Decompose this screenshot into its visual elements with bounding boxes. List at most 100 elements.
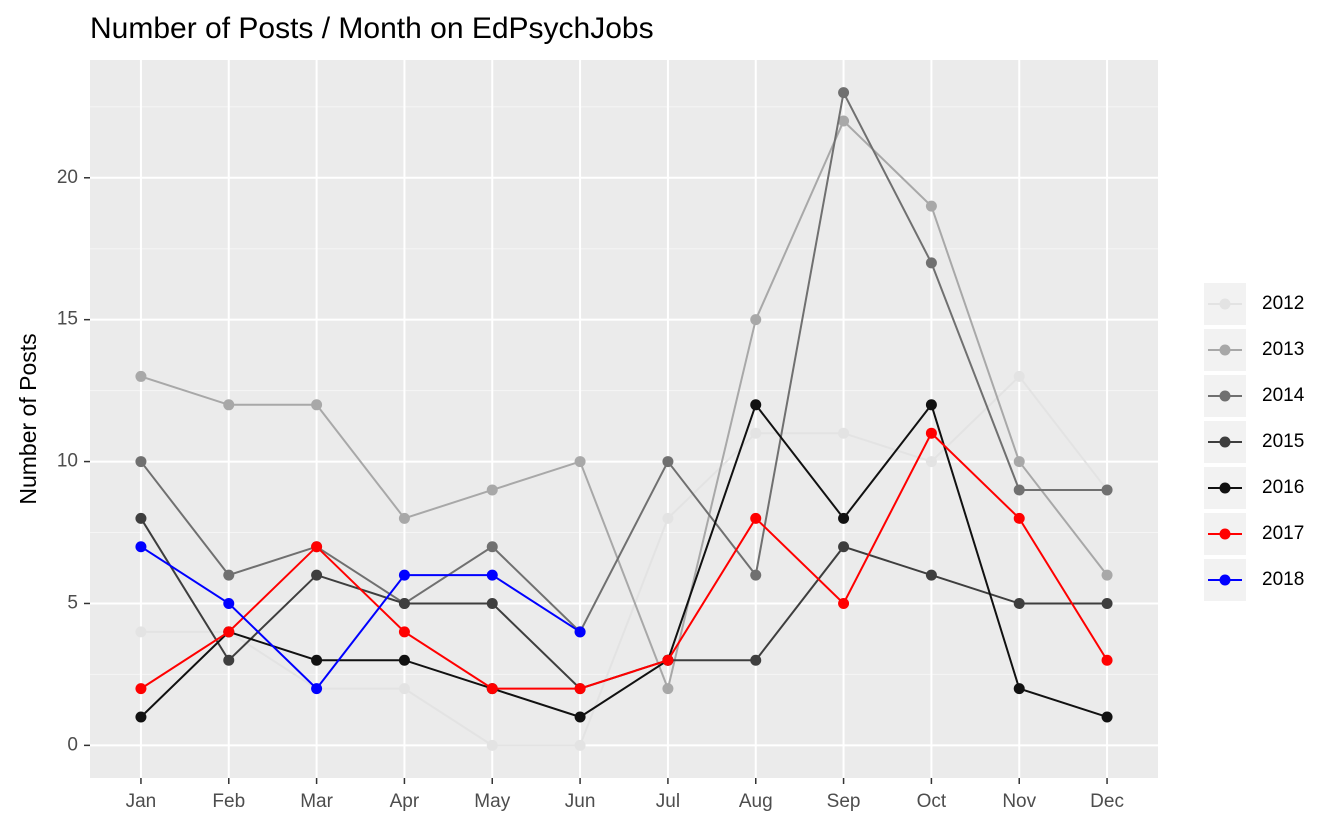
data-point [750,314,762,326]
data-point [223,399,235,411]
series-line [140,89,1108,634]
data-point [1013,597,1025,609]
data-point [574,683,586,695]
legend-label: 2014 [1262,385,1305,406]
data-point [1013,484,1025,496]
legend-label: 2015 [1262,431,1304,452]
data-point [486,541,498,553]
data-point [223,569,235,581]
data-point [223,654,235,666]
x-tick-label: Mar [300,791,333,812]
data-point [838,512,850,524]
data-point [925,399,937,411]
legend-point [1219,436,1231,448]
data-point [398,597,410,609]
chart-title: Number of Posts / Month on EdPsychJobs [90,12,654,45]
legend-point [1219,298,1231,310]
series-line [140,119,1108,692]
data-point [398,626,410,638]
data-point [574,456,586,468]
data-point [311,569,323,581]
data-point [1013,370,1025,382]
data-point [311,541,323,553]
x-tick-label: Jul [656,791,680,812]
x-tick-label: Dec [1090,791,1124,812]
data-point [838,597,850,609]
data-point [662,456,674,468]
legend-point [1219,344,1231,356]
legend-label: 2013 [1262,339,1304,360]
data-point [574,626,586,638]
x-tick-label: May [474,791,510,812]
data-point [1013,456,1025,468]
data-point [1013,512,1025,524]
data-point [838,427,850,439]
data-point [486,739,498,751]
data-point [135,512,147,524]
data-point [750,399,762,411]
data-point [662,683,674,695]
legend-point [1219,390,1231,402]
plot-background [90,60,1158,778]
y-tick-label: 0 [67,734,78,755]
data-point [1101,484,1113,496]
data-point [223,626,235,638]
data-point [574,739,586,751]
legend-label: 2018 [1262,569,1304,590]
data-point [838,541,850,553]
data-point [311,654,323,666]
data-point [486,597,498,609]
data-point [398,512,410,524]
data-point [1013,683,1025,695]
data-point [1101,597,1113,609]
legend-label: 2016 [1262,477,1304,498]
legend-point [1219,574,1231,586]
data-point [750,512,762,524]
data-point [486,683,498,695]
x-tick-label: Jan [126,791,157,812]
y-tick-label: 10 [57,451,78,472]
data-point [925,456,937,468]
y-axis-label: Number of Posts [15,333,41,504]
data-point [1101,711,1113,723]
legend-point [1219,482,1231,494]
data-point [925,257,937,269]
data-point [135,626,147,638]
x-tick-label: Aug [739,791,773,812]
data-point [750,654,762,666]
data-point [135,541,147,553]
data-point [750,569,762,581]
x-tick-label: Sep [827,791,861,812]
data-point [925,569,937,581]
data-point [925,427,937,439]
data-point [662,512,674,524]
data-point [486,484,498,496]
legend-point [1219,528,1231,540]
data-point [750,427,762,439]
legend-label: 2012 [1262,293,1304,314]
series-line [140,545,581,691]
series-line [140,402,1108,719]
data-point [925,200,937,212]
x-tick-label: Apr [390,791,420,812]
data-point [311,683,323,695]
x-tick-label: Nov [1002,791,1036,812]
legend-label: 2017 [1262,523,1304,544]
data-point [135,711,147,723]
y-tick-label: 15 [57,309,78,330]
data-point [311,399,323,411]
data-point [1101,654,1113,666]
data-point [1101,569,1113,581]
y-tick-label: 20 [57,167,78,188]
series-line [140,431,1108,690]
data-point [398,683,410,695]
data-point [398,654,410,666]
x-tick-label: Feb [212,791,245,812]
data-point [486,569,498,581]
data-point [135,370,147,382]
x-tick-label: Jun [565,791,596,812]
data-point [574,711,586,723]
data-point [135,683,147,695]
data-point [135,456,147,468]
